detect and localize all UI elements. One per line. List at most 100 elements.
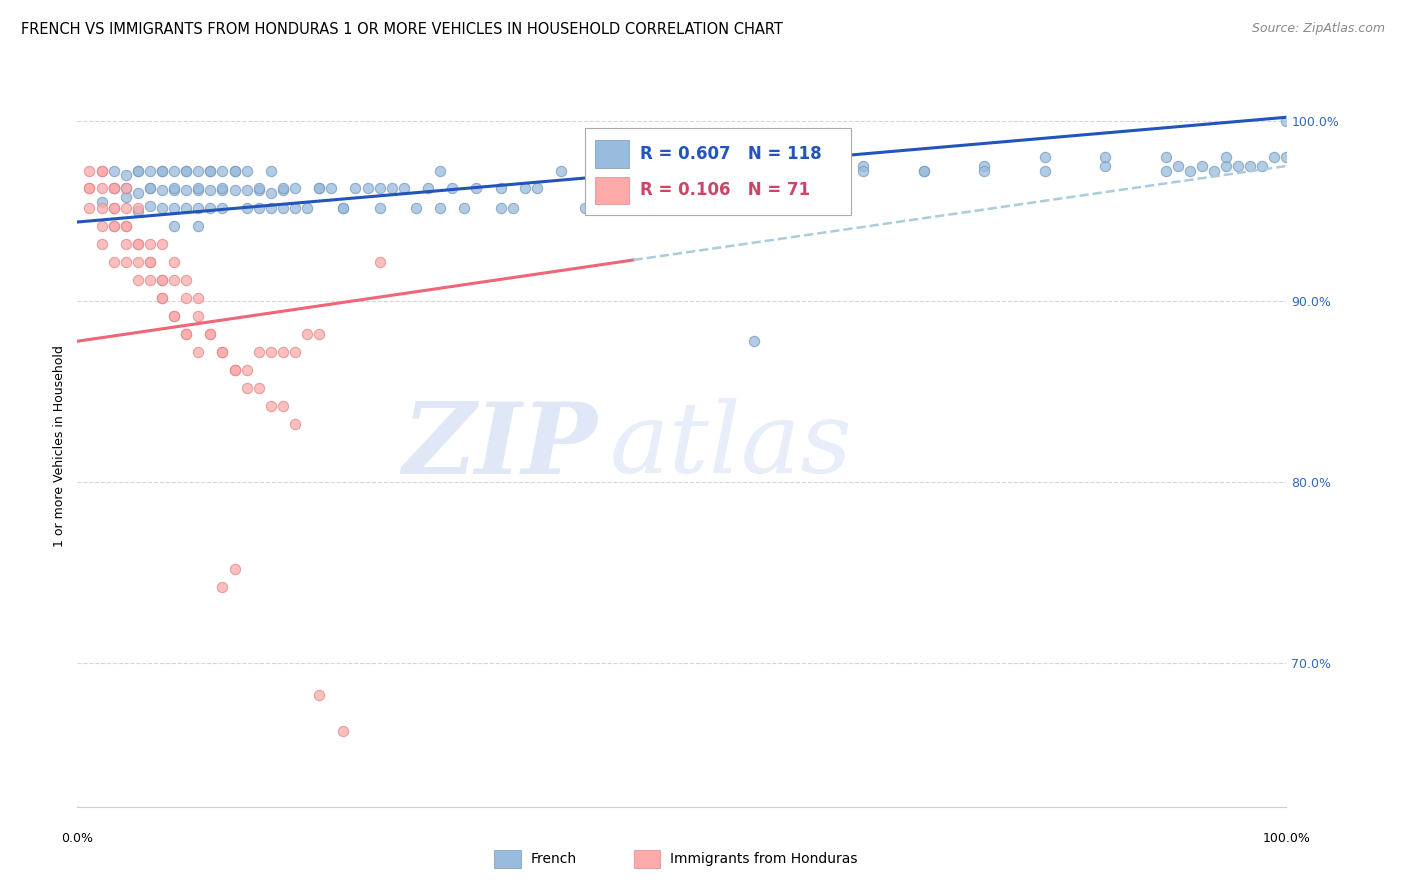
Point [671, 180, 693, 194]
Point [224, 562, 246, 576]
Point [973, 159, 995, 173]
Point [163, 309, 186, 323]
Point [489, 201, 512, 215]
Point [1202, 164, 1225, 178]
Text: atlas: atlas [609, 399, 852, 493]
Point [1033, 164, 1056, 178]
Point [174, 326, 197, 341]
Text: FRENCH VS IMMIGRANTS FROM HONDURAS 1 OR MORE VEHICLES IN HOUSEHOLD CORRELATION C: FRENCH VS IMMIGRANTS FROM HONDURAS 1 OR … [21, 22, 783, 37]
Point [79, 201, 101, 215]
Point [114, 219, 136, 233]
Point [150, 291, 173, 305]
Point [79, 164, 101, 178]
Point [127, 164, 149, 178]
Point [127, 204, 149, 219]
Point [1239, 159, 1261, 173]
Point [79, 180, 101, 194]
Point [174, 273, 197, 287]
Point [200, 182, 222, 196]
Point [224, 164, 246, 178]
Point [271, 345, 294, 359]
Point [127, 236, 149, 251]
Point [429, 201, 451, 215]
Point [103, 180, 125, 194]
Point [912, 164, 935, 178]
Point [598, 164, 620, 178]
Point [139, 254, 162, 268]
Point [211, 201, 233, 215]
Point [671, 164, 693, 178]
Point [271, 201, 294, 215]
Point [127, 236, 149, 251]
Point [1263, 150, 1285, 164]
Point [260, 345, 283, 359]
Point [114, 190, 136, 204]
Point [139, 180, 162, 194]
Point [174, 201, 197, 215]
Point [174, 164, 197, 178]
Text: 0.0%: 0.0% [62, 832, 93, 846]
Point [127, 254, 149, 268]
Point [1178, 164, 1201, 178]
Point [247, 381, 270, 395]
Point [332, 201, 354, 215]
Text: R = 0.607   N = 118: R = 0.607 N = 118 [640, 145, 821, 163]
Y-axis label: 1 or more Vehicles in Household: 1 or more Vehicles in Household [53, 345, 66, 547]
Point [174, 182, 197, 196]
Point [441, 180, 464, 194]
Point [187, 182, 209, 196]
Point [163, 180, 186, 194]
Point [163, 254, 186, 268]
Point [284, 180, 307, 194]
Text: French: French [531, 852, 576, 866]
Point [211, 180, 233, 194]
Point [332, 724, 354, 739]
Point [200, 326, 222, 341]
Point [224, 182, 246, 196]
Point [174, 164, 197, 178]
Point [90, 201, 112, 215]
Point [114, 236, 136, 251]
Point [200, 201, 222, 215]
Point [321, 180, 343, 194]
Point [1094, 150, 1116, 164]
Point [368, 180, 391, 194]
Point [103, 219, 125, 233]
Point [114, 201, 136, 215]
Point [103, 219, 125, 233]
Point [187, 164, 209, 178]
Point [187, 219, 209, 233]
Point [163, 201, 186, 215]
Point [526, 180, 548, 194]
Point [368, 254, 391, 268]
Point [1094, 159, 1116, 173]
Point [381, 180, 404, 194]
Point [114, 254, 136, 268]
Point [103, 164, 125, 178]
Point [211, 580, 233, 594]
Point [187, 180, 209, 194]
Point [90, 180, 112, 194]
Point [502, 201, 524, 215]
Point [513, 180, 536, 194]
Point [344, 180, 367, 194]
Point [224, 164, 246, 178]
Point [912, 164, 935, 178]
Point [707, 171, 730, 186]
Point [114, 219, 136, 233]
Point [235, 363, 257, 377]
Point [852, 164, 875, 178]
Point [356, 180, 378, 194]
FancyBboxPatch shape [634, 850, 661, 868]
Point [1227, 159, 1250, 173]
Point [405, 201, 427, 215]
Point [139, 180, 162, 194]
Point [1191, 159, 1213, 173]
Point [211, 164, 233, 178]
Point [90, 236, 112, 251]
Point [1251, 159, 1274, 173]
Point [150, 273, 173, 287]
Point [284, 201, 307, 215]
Point [114, 180, 136, 194]
FancyBboxPatch shape [585, 128, 851, 215]
